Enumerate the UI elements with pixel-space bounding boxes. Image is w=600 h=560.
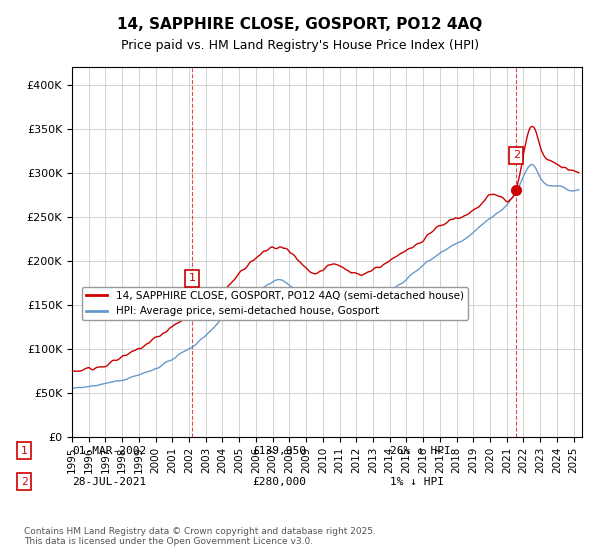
- Text: Price paid vs. HM Land Registry's House Price Index (HPI): Price paid vs. HM Land Registry's House …: [121, 39, 479, 52]
- Text: Contains HM Land Registry data © Crown copyright and database right 2025.
This d: Contains HM Land Registry data © Crown c…: [24, 526, 376, 546]
- Legend: 14, SAPPHIRE CLOSE, GOSPORT, PO12 4AQ (semi-detached house), HPI: Average price,: 14, SAPPHIRE CLOSE, GOSPORT, PO12 4AQ (s…: [82, 287, 468, 320]
- Text: 14, SAPPHIRE CLOSE, GOSPORT, PO12 4AQ: 14, SAPPHIRE CLOSE, GOSPORT, PO12 4AQ: [118, 17, 482, 32]
- Text: 2: 2: [20, 477, 28, 487]
- Text: 1: 1: [188, 273, 196, 283]
- Text: 26% ↑ HPI: 26% ↑ HPI: [390, 446, 451, 456]
- Text: 28-JUL-2021: 28-JUL-2021: [72, 477, 146, 487]
- Text: 01-MAR-2002: 01-MAR-2002: [72, 446, 146, 456]
- Text: £280,000: £280,000: [252, 477, 306, 487]
- Text: £139,950: £139,950: [252, 446, 306, 456]
- Text: 1% ↓ HPI: 1% ↓ HPI: [390, 477, 444, 487]
- Text: 1: 1: [20, 446, 28, 456]
- Text: 2: 2: [513, 150, 520, 160]
